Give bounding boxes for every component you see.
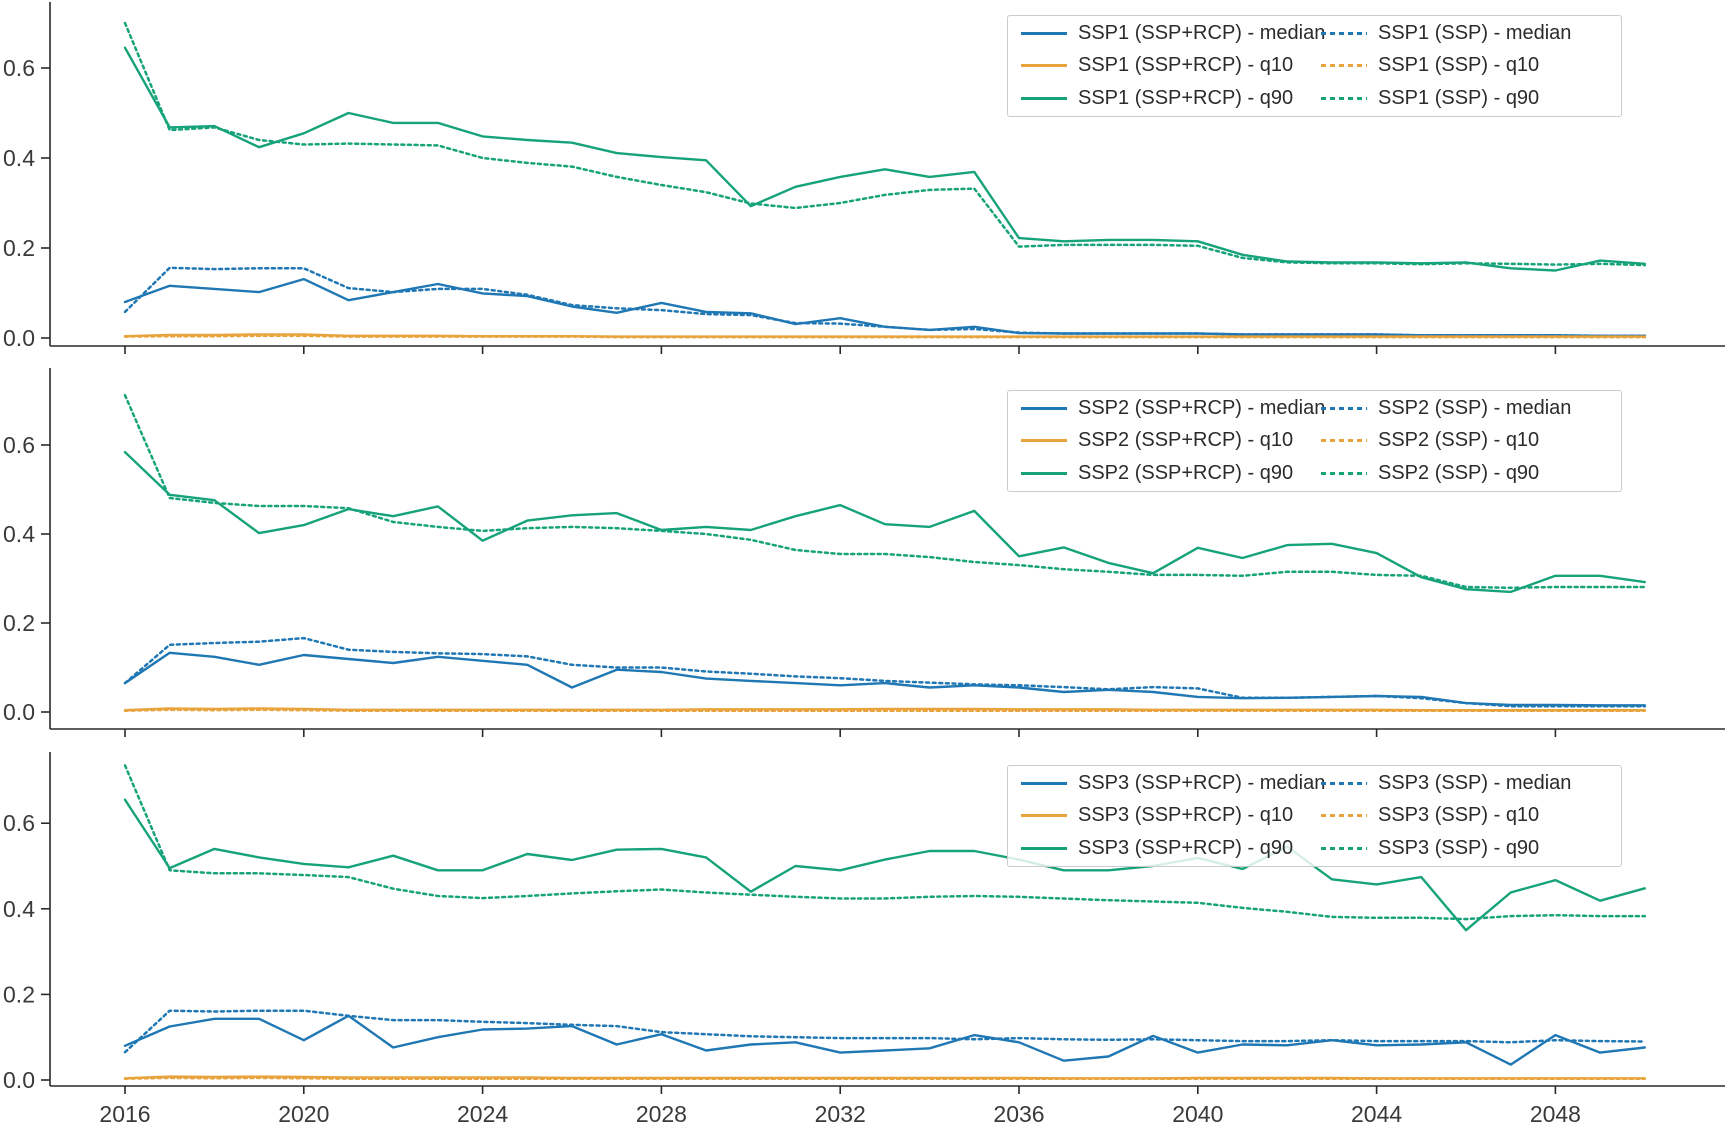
legend-line-sample-q90-dashed [1321,472,1367,476]
series-line-ssp2-q90-solid [123,450,1647,594]
series-line-ssp3-q10-dashed [123,1076,1647,1080]
legend-entry-label: SSP1 (SSP) - q90 [1378,87,1540,110]
legend-entry-label: SSP3 (SSP) - q10 [1378,804,1540,827]
legend-entry: SSP2 (SSP+RCP) - q10 [1021,425,1321,458]
legend-entry: SSP3 (SSP+RCP) - q90 [1021,832,1321,865]
legend-entry: SSP2 (SSP+RCP) - median [1021,392,1325,425]
y-tick-label: 0.0 [3,325,35,351]
legend-entry-label: SSP1 (SSP+RCP) - q10 [1078,54,1294,77]
legend-entry-label: SSP2 (SSP) - median [1378,396,1572,419]
series-line-ssp3-q90-solid [123,798,1647,932]
legend-entry: SSP2 (SSP) - q90 [1321,457,1621,490]
legend-entry-label: SSP2 (SSP+RCP) - q90 [1078,462,1294,485]
legend-line-sample-q90-dashed [1321,847,1367,851]
legend-line-sample-median-solid [1021,31,1067,35]
y-tick-label: 0.0 [3,699,35,725]
legend-entry-label: SSP3 (SSP) - q90 [1378,837,1540,860]
y-tick-label: 0.2 [3,981,35,1007]
x-tick-label: 2048 [1530,1101,1581,1127]
x-tick-label: 2024 [457,1101,508,1127]
y-tick-label: 0.6 [3,55,35,81]
series-line-ssp1-q10-dashed [123,334,1647,339]
legend-entry: SSP1 (SSP+RCP) - median [1021,17,1325,50]
legend-line-sample-q90-solid [1021,97,1067,101]
legend-entry: SSP3 (SSP+RCP) - median [1021,767,1325,800]
legend-entry-label: SSP2 (SSP) - q90 [1378,462,1540,485]
series-line-ssp3-q90-dashed [123,764,1647,921]
y-tick-label: 0.2 [3,610,35,636]
legend-entry-label: SSP1 (SSP+RCP) - median [1078,21,1326,44]
legend-entry-label: SSP3 (SSP+RCP) - q10 [1078,804,1294,827]
legend-entry: SSP1 (SSP) - q90 [1321,82,1621,115]
x-tick-label: 2036 [993,1101,1044,1127]
series-line-ssp1-q90-dashed [123,21,1647,267]
legend-ssp1: SSP1 (SSP+RCP) - median SSP1 (SSP+RCP) - … [1007,15,1622,117]
legend-line-sample-q10-solid [1021,814,1067,818]
legend-entry: SSP1 (SSP) - median [1321,17,1621,50]
y-tick-label: 0.0 [3,1067,35,1093]
legend-entry: SSP1 (SSP) - q10 [1321,50,1621,83]
legend-entry: SSP2 (SSP) - median [1321,392,1621,425]
series-line-ssp1-q90-solid [123,46,1647,272]
legend-line-sample-q10-dashed [1321,439,1367,443]
y-tick-label: 0.4 [3,521,35,547]
legend-line-sample-q10-dashed [1321,814,1367,818]
legend-line-sample-median-dashed [1321,31,1367,35]
y-tick-label: 0.4 [3,145,35,171]
legend-entry-label: SSP1 (SSP+RCP) - q90 [1078,87,1294,110]
legend-line-sample-median-solid [1021,406,1067,410]
legend-line-sample-q10-solid [1021,64,1067,68]
legend-line-sample-median-dashed [1321,406,1367,410]
y-tick-label: 0.6 [3,432,35,458]
y-tick-label: 0.2 [3,235,35,261]
legend-ssp3: SSP3 (SSP+RCP) - median SSP3 (SSP+RCP) - … [1007,765,1622,867]
legend-entry-label: SSP1 (SSP) - q10 [1378,54,1540,77]
legend-entry: SSP2 (SSP) - q10 [1321,425,1621,458]
legend-entry-label: SSP3 (SSP+RCP) - median [1078,771,1326,794]
x-tick-label: 2028 [636,1101,687,1127]
series-line-ssp2-q10-dashed [123,708,1647,712]
legend-entry-label: SSP2 (SSP+RCP) - median [1078,396,1326,419]
series-line-ssp1-median-dashed [123,266,1647,338]
y-tick-label: 0.6 [3,810,35,836]
legend-entry-label: SSP2 (SSP) - q10 [1378,429,1540,452]
x-tick-label: 2016 [99,1101,150,1127]
legend-entry: SSP2 (SSP+RCP) - q90 [1021,457,1321,490]
x-tick-label: 2040 [1172,1101,1223,1127]
legend-entry-label: SSP3 (SSP) - median [1378,771,1572,794]
series-line-ssp2-median-solid [123,651,1647,707]
legend-line-sample-q10-solid [1021,439,1067,443]
legend-entry: SSP3 (SSP+RCP) - q10 [1021,800,1321,833]
legend-entry: SSP1 (SSP+RCP) - q10 [1021,50,1321,83]
legend-entry: SSP3 (SSP) - q90 [1321,832,1621,865]
series-line-ssp2-q90-dashed [123,393,1647,590]
legend-line-sample-q90-solid [1021,847,1067,851]
series-line-ssp3-median-dashed [123,1009,1647,1054]
y-tick-label: 0.4 [3,896,35,922]
legend-entry: SSP3 (SSP) - median [1321,767,1621,800]
legend-line-sample-q10-dashed [1321,64,1367,68]
series-line-ssp3-median-solid [123,1014,1647,1066]
legend-entry: SSP3 (SSP) - q10 [1321,800,1621,833]
legend-line-sample-q90-dashed [1321,97,1367,101]
legend-entry-label: SSP3 (SSP+RCP) - q90 [1078,837,1294,860]
legend-line-sample-median-solid [1021,781,1067,785]
x-tick-label: 2044 [1351,1101,1402,1127]
legend-line-sample-q90-solid [1021,472,1067,476]
legend-entry-label: SSP2 (SSP+RCP) - q10 [1078,429,1294,452]
legend-ssp2: SSP2 (SSP+RCP) - median SSP2 (SSP+RCP) - … [1007,390,1622,492]
x-tick-label: 2020 [278,1101,329,1127]
legend-line-sample-median-dashed [1321,781,1367,785]
legend-entry: SSP1 (SSP+RCP) - q90 [1021,82,1321,115]
legend-entry-label: SSP1 (SSP) - median [1378,21,1572,44]
x-tick-label: 2032 [815,1101,866,1127]
